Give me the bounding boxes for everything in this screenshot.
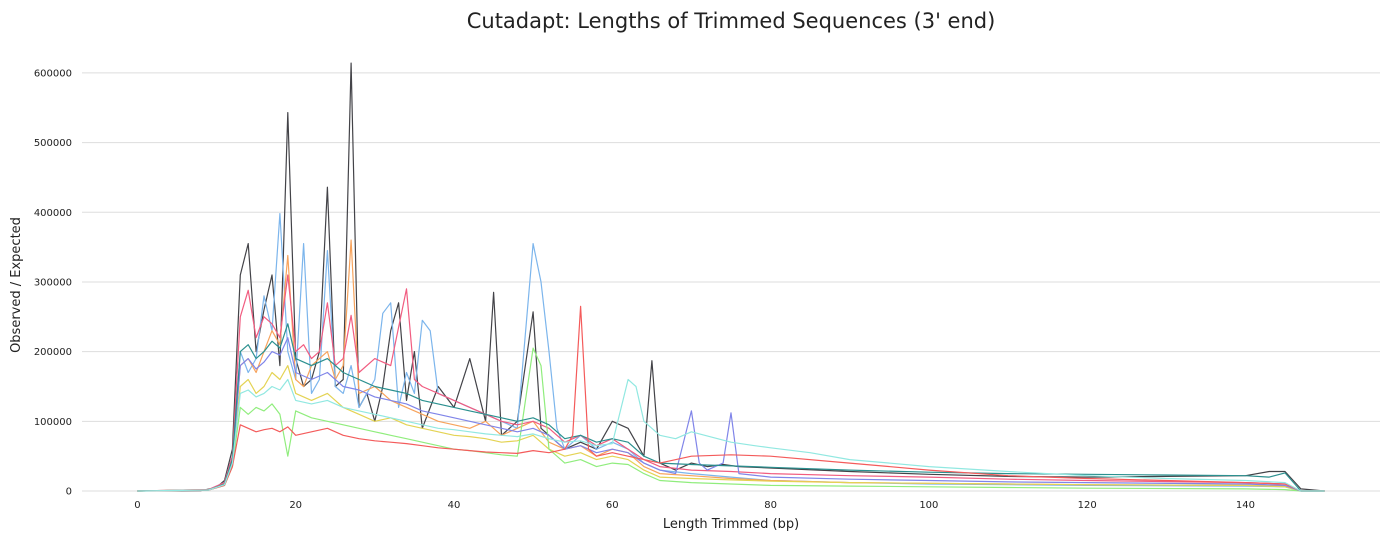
- y-tick-label: 600000: [34, 68, 72, 79]
- y-tick-label: 200000: [34, 347, 72, 358]
- x-tick-label: 140: [1236, 500, 1255, 511]
- series-line-10: [137, 378, 1325, 492]
- series-line-2: [137, 213, 1325, 492]
- series-line-5: [137, 365, 1325, 492]
- y-tick-labels: 0 100000 200000 300000 400000 500000 600000: [34, 68, 72, 497]
- x-tick-label: 60: [606, 500, 619, 511]
- y-tick-label: 500000: [34, 138, 72, 149]
- series-line-8: [137, 323, 1325, 492]
- series-line-4: [137, 274, 1325, 492]
- series-line-9: [137, 305, 1325, 492]
- x-tick-labels: 0 20 40 60 80 100 120 140: [134, 500, 1255, 511]
- series-line-1: [137, 62, 1325, 492]
- y-tick-label: 100000: [34, 417, 72, 428]
- y-tick-label: 300000: [34, 277, 72, 288]
- y-axis-label: Observed / Expected: [9, 217, 24, 353]
- series-line-7: [137, 337, 1325, 492]
- x-tick-label: 40: [448, 500, 461, 511]
- x-axis-label: Length Trimmed (bp): [663, 517, 799, 532]
- x-tick-label: 100: [919, 500, 938, 511]
- chart-title: Cutadapt: Lengths of Trimmed Sequences (…: [467, 9, 996, 33]
- y-tick-label: 400000: [34, 208, 72, 219]
- series-line-3: [137, 239, 1325, 492]
- x-tick-label: 20: [289, 500, 302, 511]
- series-lines: [137, 62, 1325, 492]
- y-tick-label: 0: [66, 487, 72, 498]
- x-tick-label: 120: [1078, 500, 1097, 511]
- x-tick-label: 0: [134, 500, 140, 511]
- x-tick-label: 80: [764, 500, 777, 511]
- y-gridlines: [82, 72, 1380, 492]
- series-line-6: [137, 347, 1325, 492]
